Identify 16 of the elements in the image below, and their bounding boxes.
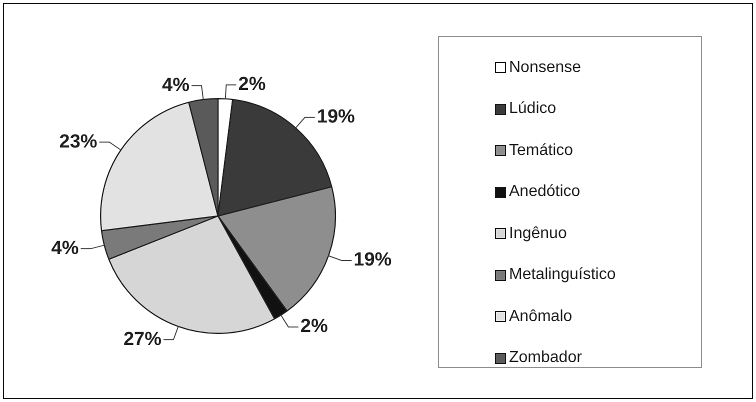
data-label: 19%	[354, 250, 392, 271]
data-label: 23%	[59, 131, 98, 152]
data-label: 4%	[162, 74, 190, 96]
legend-label: Nonsense	[509, 58, 582, 77]
legend-label: Temático	[509, 142, 574, 160]
data-label: 2%	[300, 316, 328, 338]
legend-label: Zombador	[509, 349, 582, 368]
data-label: 19%	[316, 106, 356, 128]
legend-label: Ingênuo	[509, 224, 567, 243]
data-label: 27%	[123, 328, 162, 350]
legend-label: Anedótico	[509, 183, 580, 202]
data-label: 2%	[238, 74, 266, 96]
legend-label: Lúdico	[509, 100, 556, 118]
legend-label: Anômalo	[509, 308, 572, 326]
legend-label: Metalinguístico	[509, 266, 616, 284]
data-label: 4%	[51, 238, 79, 259]
